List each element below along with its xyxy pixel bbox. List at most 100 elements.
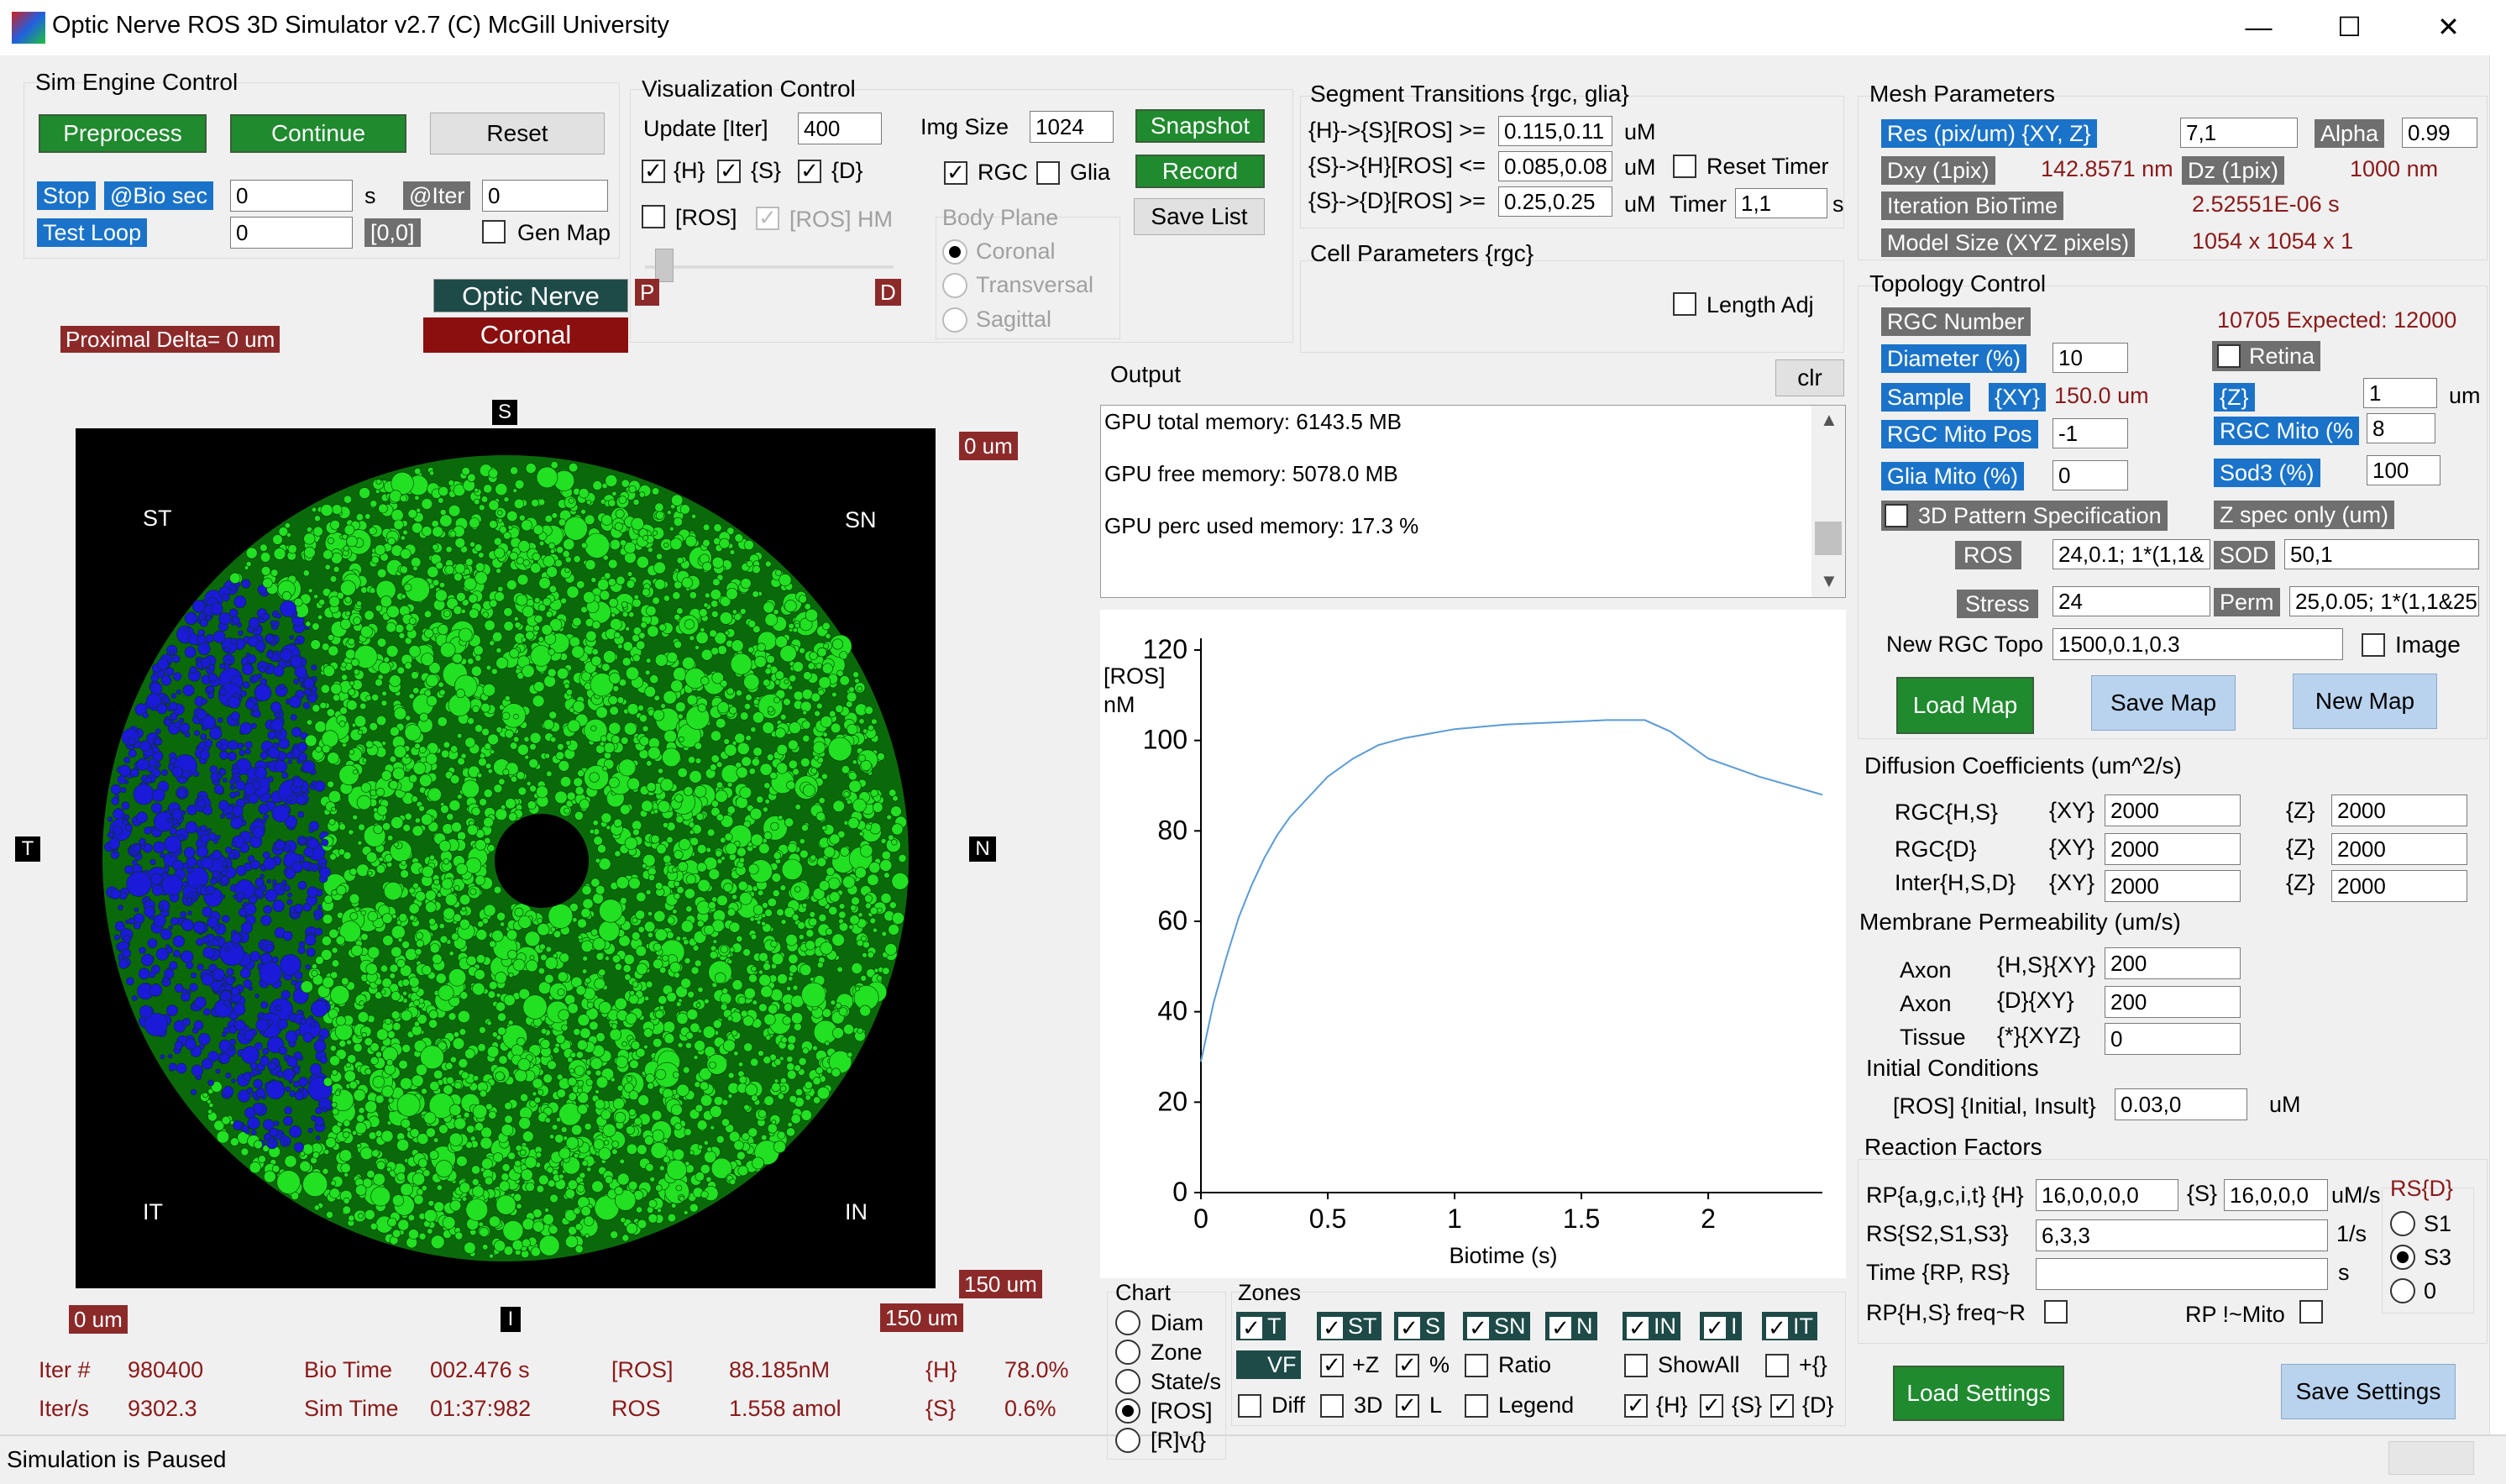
maximize-button[interactable]: ☐ xyxy=(2337,12,2362,42)
axon-cell xyxy=(548,1134,555,1140)
timer-input[interactable]: 1,1 xyxy=(1735,188,1827,218)
zero-zero-button[interactable]: [0,0] xyxy=(364,218,421,247)
axon-cell xyxy=(684,1128,692,1136)
axon-cell xyxy=(244,1107,256,1119)
axon-cell xyxy=(343,1131,350,1139)
axon-cell xyxy=(490,749,495,755)
img-size-input[interactable]: 1024 xyxy=(1030,111,1114,143)
ros-hm-checkbox[interactable]: ✓ xyxy=(756,207,779,230)
axon-cell xyxy=(508,972,514,978)
axon-cell xyxy=(343,524,355,536)
sagittal-radio[interactable] xyxy=(942,307,967,333)
axon-cell xyxy=(663,1033,675,1044)
axon-cell xyxy=(690,966,700,975)
axon-cell xyxy=(511,1044,524,1057)
axon-cell xyxy=(149,858,156,866)
s-checkbox[interactable]: ✓ xyxy=(717,160,741,183)
axon-cell xyxy=(485,664,492,671)
axon-cell xyxy=(429,1081,440,1092)
axon-cell xyxy=(202,1008,211,1016)
gen-map-checkbox[interactable] xyxy=(482,220,506,244)
axon-cell xyxy=(595,706,608,719)
axon-cell xyxy=(182,684,195,697)
axon-cell xyxy=(592,893,604,905)
bio-sec-input[interactable]: 0 xyxy=(230,180,353,212)
axon-cell xyxy=(731,979,743,991)
continue-button[interactable]: Continue xyxy=(230,114,406,153)
axon-cell xyxy=(600,812,612,824)
axon-cell xyxy=(199,749,210,760)
iter-input[interactable]: 0 xyxy=(482,180,608,212)
update-input[interactable]: 400 xyxy=(798,113,882,144)
transversal-radio[interactable] xyxy=(942,273,967,298)
seg-rule-3-input[interactable]: 0.25,0.25 xyxy=(1498,186,1612,217)
d-checkbox[interactable]: ✓ xyxy=(798,160,821,183)
axon-cell xyxy=(241,1046,260,1065)
axon-cell xyxy=(752,1156,764,1170)
axon-cell xyxy=(260,915,272,926)
axon-cell xyxy=(632,634,640,642)
axon-cell xyxy=(533,681,545,693)
axon-cell xyxy=(798,595,807,604)
axon-cell xyxy=(387,1217,397,1228)
axon-cell xyxy=(201,1057,213,1070)
axon-cell xyxy=(799,647,805,654)
axon-cell xyxy=(283,884,291,892)
axon-cell xyxy=(763,601,775,614)
reset-timer-checkbox[interactable] xyxy=(1673,155,1696,178)
test-loop-label[interactable]: Test Loop xyxy=(37,218,148,247)
slice-slider-track[interactable] xyxy=(645,265,894,269)
seg-rule-1-input[interactable]: 0.115,0.11 xyxy=(1498,116,1612,146)
minimize-button[interactable]: — xyxy=(2245,12,2273,42)
axon-cell xyxy=(415,948,422,956)
ros-checkbox[interactable] xyxy=(642,205,665,228)
axon-cell xyxy=(287,759,293,764)
axon-cell xyxy=(612,1098,625,1110)
axon-cell xyxy=(611,612,616,618)
h-checkbox[interactable]: ✓ xyxy=(642,160,665,183)
length-adj-checkbox[interactable] xyxy=(1673,292,1696,316)
seg-rule-2-input[interactable]: 0.085,0.08 xyxy=(1498,151,1612,181)
axon-cell xyxy=(197,634,207,645)
axon-cell xyxy=(396,920,402,926)
axon-cell xyxy=(331,1101,338,1108)
axon-cell xyxy=(315,746,322,753)
reset-button[interactable]: Reset xyxy=(430,113,605,155)
axon-cell xyxy=(440,805,449,814)
record-button[interactable]: Record xyxy=(1135,155,1265,188)
stop-label[interactable]: Stop xyxy=(37,181,96,210)
close-button[interactable]: ✕ xyxy=(2437,12,2460,42)
axon-cell xyxy=(518,1117,532,1130)
axon-cell xyxy=(620,1217,626,1224)
axon-cell xyxy=(348,637,355,646)
axon-cell xyxy=(171,654,181,663)
axon-cell xyxy=(495,971,507,984)
save-list-button[interactable]: Save List xyxy=(1134,198,1265,235)
snapshot-button[interactable]: Snapshot xyxy=(1135,109,1265,143)
axon-cell xyxy=(241,1125,249,1133)
axon-cell xyxy=(127,737,136,746)
axon-cell xyxy=(672,591,681,600)
axon-cell xyxy=(266,878,272,884)
axon-cell xyxy=(671,494,684,506)
axon-cell xyxy=(815,811,826,821)
axon-cell xyxy=(548,542,556,550)
axon-cell xyxy=(579,799,590,810)
coronal-radio[interactable] xyxy=(942,239,967,265)
axon-cell xyxy=(487,844,495,852)
axon-cell xyxy=(484,620,495,632)
axon-cell xyxy=(543,1073,553,1084)
preprocess-button[interactable]: Preprocess xyxy=(39,114,207,153)
slice-slider-thumb[interactable] xyxy=(655,249,674,282)
axon-cell xyxy=(585,630,597,642)
glia-checkbox[interactable] xyxy=(1036,161,1060,185)
axon-cell xyxy=(209,877,218,885)
axon-cell xyxy=(731,894,737,900)
axon-cell xyxy=(433,1069,443,1080)
axon-cell xyxy=(412,687,420,695)
optic-nerve-canvas[interactable]: ST SN IT IN xyxy=(76,428,936,1288)
rgc-checkbox[interactable]: ✓ xyxy=(944,161,967,185)
axon-cell xyxy=(207,673,218,682)
axon-cell xyxy=(362,758,368,763)
test-loop-input[interactable]: 0 xyxy=(230,217,353,249)
